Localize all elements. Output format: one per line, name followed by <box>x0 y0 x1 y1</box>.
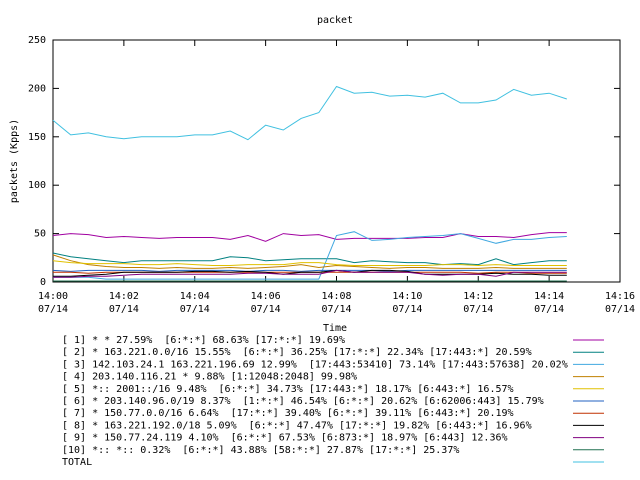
x-tick-label: 14:02 <box>109 291 139 302</box>
legend-label: [ 9] * 150.77.24.119 4.10% [6:*:*] 67.53… <box>62 433 508 444</box>
x-tick-label: 14:16 <box>605 291 635 302</box>
x-tick-label: 07/14 <box>605 304 635 315</box>
x-tick-label: 14:08 <box>321 291 351 302</box>
legend-label: [ 8] * 163.221.192.0/18 5.09% [6:*:*] 47… <box>62 420 532 431</box>
chart-title: packet <box>317 15 353 26</box>
series-line <box>52 254 567 269</box>
legend-label: [ 5] *:: 2001::/16 9.48% [6:*:*] 34.73% … <box>62 384 514 395</box>
x-tick-label: 14:12 <box>463 291 493 302</box>
legend-label: [ 6] * 203.140.96.0/19 8.37% [1:*:*] 46.… <box>62 396 544 407</box>
legend-label: [ 7] * 150.77.0.0/16 6.64% [17:*:*] 39.4… <box>62 408 514 419</box>
series-line <box>52 85 567 141</box>
series-line <box>52 260 567 267</box>
x-tick-label: 07/14 <box>38 304 68 315</box>
x-tick-label: 14:06 <box>251 291 281 302</box>
x-tick-label: 07/14 <box>180 304 210 315</box>
legend-label: [ 4] 203.140.116.21 * 9.88% [1:12048:204… <box>62 372 357 383</box>
x-tick-label: 07/14 <box>534 304 564 315</box>
x-tick-label: 07/14 <box>321 304 351 315</box>
y-tick-label: 200 <box>28 83 46 94</box>
series-line <box>53 231 567 280</box>
legend-label: [ 3] 142.103.24.1 163.221.196.69 12.99% … <box>62 359 568 370</box>
x-tick-label: 14:00 <box>38 291 68 302</box>
legend-label: [ 2] * 163.221.0.0/16 15.55% [6:*:*] 36.… <box>62 347 532 358</box>
y-tick-label: 0 <box>40 277 46 288</box>
legend-label: TOTAL <box>62 457 92 468</box>
x-axis-label: Time <box>323 323 347 334</box>
x-tick-label: 07/14 <box>392 304 422 315</box>
x-tick-label: 07/14 <box>251 304 281 315</box>
legend-label: [ 1] * * 27.59% [6:*:*] 68.63% [17:*:*] … <box>62 335 345 346</box>
y-tick-label: 100 <box>28 180 46 191</box>
y-axis-label: packets (Kpps) <box>9 119 20 203</box>
x-tick-label: 14:04 <box>180 291 210 302</box>
x-tick-label: 14:10 <box>392 291 422 302</box>
y-tick-label: 50 <box>34 229 46 240</box>
series-line <box>52 252 567 266</box>
x-tick-label: 07/14 <box>109 304 139 315</box>
y-tick-label: 150 <box>28 132 46 143</box>
series-line <box>52 269 567 272</box>
x-tick-label: 07/14 <box>463 304 493 315</box>
x-tick-label: 14:14 <box>534 291 564 302</box>
series-line <box>53 269 567 278</box>
series-line <box>52 232 567 242</box>
legend-label: [10] *:: *:: 0.32% [6:*:*] 43.88% [58:*:… <box>62 445 459 456</box>
y-tick-label: 250 <box>28 35 46 46</box>
